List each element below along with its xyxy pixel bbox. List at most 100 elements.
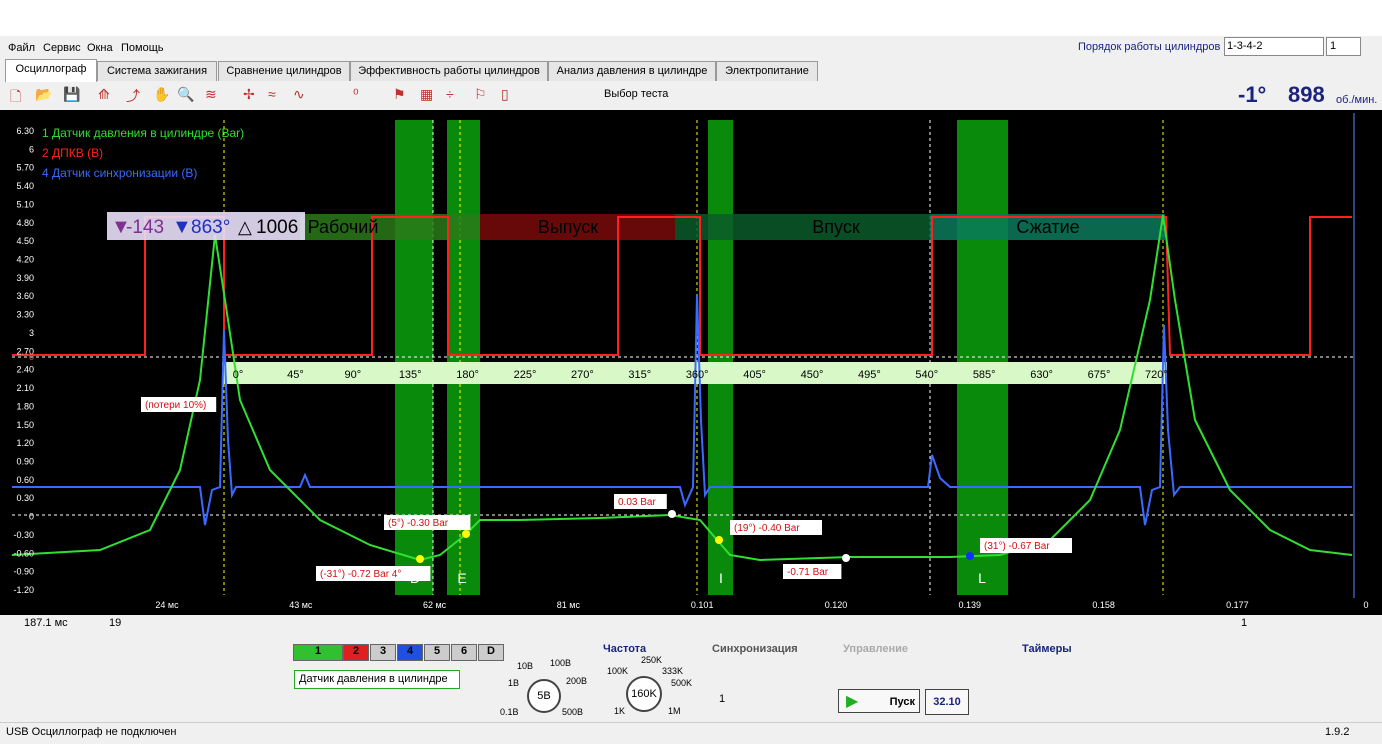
y-tick-label: 3.30 [16, 310, 34, 320]
annotation: (-31°) -0.72 Bar 4° [320, 569, 401, 580]
y-tick-label: 4.20 [16, 255, 34, 265]
toolbar-icon[interactable]: ▦ [420, 86, 434, 102]
point [668, 510, 676, 518]
x-tick-label: 0.158 [1092, 600, 1115, 610]
toolbar-icon[interactable]: ⤴ [126, 88, 140, 104]
annotation: -0.71 Bar [787, 567, 829, 578]
knob-label: 500В [562, 707, 584, 717]
toolbar-icon[interactable]: ⚑ [393, 86, 406, 102]
degree-label: 360° [686, 369, 709, 381]
toolbar-icon[interactable]: ∿ [293, 86, 305, 102]
annotation-box [384, 515, 471, 530]
phase-marker: E [457, 570, 466, 586]
tab[interactable]: Система зажигания [97, 61, 217, 81]
rpm-value: 898 [1288, 82, 1325, 107]
tab[interactable]: Эффективность работы цилиндров [350, 61, 548, 81]
toolbar-icon[interactable]: ÷ [446, 86, 454, 102]
y-tick-label: 5.70 [16, 163, 34, 173]
phase-marker: L [978, 570, 986, 586]
toolbar-icon[interactable]: ≈ [268, 86, 276, 102]
knob-label: 1В [508, 678, 520, 688]
menu-item[interactable]: Файл [8, 42, 36, 54]
cylinder-order-select[interactable]: 1-3-4-2 [1224, 37, 1324, 56]
y-tick-label: 3 [29, 328, 34, 338]
degree-label: 0° [233, 369, 244, 381]
annotation: (потери 10%) [145, 400, 206, 411]
y-tick-label: 0 [29, 512, 34, 522]
channel-button[interactable]: 2 [343, 644, 369, 661]
y-tick-label: 6.30 [16, 126, 34, 136]
phase-label: Сжатие [1016, 217, 1079, 237]
channel-button[interactable]: 5 [424, 644, 450, 661]
toolbar-icon[interactable]: ≋ [205, 86, 217, 102]
phase-label: Выпуск [538, 217, 598, 237]
channel-button[interactable]: D [478, 644, 504, 661]
x-tick-label: 0.139 [959, 600, 982, 610]
toolbar-icon[interactable]: ⚐ [474, 86, 487, 102]
page-number[interactable]: 1 [1241, 617, 1248, 629]
tab[interactable]: Анализ давления в цилиндре [548, 61, 716, 81]
toolbar-icon[interactable]: ▯ [501, 86, 509, 102]
toolbar-icon[interactable]: 🗋 [10, 88, 22, 104]
toolbar-icon[interactable]: 📂 [35, 86, 53, 102]
x-tick-label: 81 мс [557, 600, 581, 610]
sync-sensor-trace [12, 294, 1352, 526]
y-tick-label: -0.30 [13, 530, 34, 540]
toolbar-icon[interactable]: ✋ [153, 86, 171, 102]
start-button[interactable]: Пуск [838, 689, 920, 713]
y-tick-label: 0.30 [16, 493, 34, 503]
phase-band [957, 120, 1008, 595]
channel-button[interactable]: 6 [451, 644, 477, 661]
tab[interactable]: Осциллограф [5, 59, 97, 82]
cursor-icon: ▼ [172, 216, 192, 238]
knob-label: 200В [566, 676, 588, 686]
point [715, 536, 723, 544]
cylinder-spin[interactable]: 1 [1326, 37, 1361, 56]
control-value[interactable]: 32.10 [925, 689, 969, 715]
annotation-box [614, 494, 667, 509]
phase-label: Рабочий [308, 217, 379, 237]
channel-name[interactable]: Датчик давления в цилиндре [294, 670, 460, 689]
knob-label: 333K [662, 666, 684, 676]
y-tick-label: 4.80 [16, 218, 34, 228]
degree-label: 45° [287, 369, 304, 381]
point [416, 555, 424, 563]
toolbar-icon[interactable]: ⟰ [98, 86, 110, 102]
channel-button[interactable]: 1 [293, 644, 343, 661]
knob-label: 250K [641, 655, 663, 665]
degree-label: 585° [973, 369, 996, 381]
status-message: USB Осциллограф не подключен [6, 726, 177, 738]
sync-value: 1 [719, 693, 726, 705]
point [966, 552, 974, 560]
legend-entry: 1 Датчик давления в цилиндре (Bar) [42, 126, 244, 140]
channel-button[interactable]: 3 [370, 644, 396, 661]
y-tick-label: 5.40 [16, 181, 34, 191]
knob-value[interactable]: 160K [626, 676, 662, 712]
tab[interactable]: Сравнение цилиндров [218, 61, 350, 81]
degree-label: 270° [571, 369, 594, 381]
x-tick-label: 24 мс [155, 600, 179, 610]
timebase[interactable]: 187.1 мс [24, 617, 68, 629]
toolbar-icon[interactable]: 💾 [63, 86, 81, 102]
y-tick-label: -1.20 [13, 585, 34, 595]
frames[interactable]: 19 [109, 617, 122, 629]
tab[interactable]: Электропитание [716, 61, 818, 81]
cursor-icon: ▼ [111, 216, 131, 238]
knob-label: 100В [550, 658, 572, 668]
delta-icon: △ [238, 217, 252, 237]
knob-label: 10В [517, 661, 534, 671]
phase-bar [300, 214, 1165, 240]
test-select[interactable]: Выбор теста [604, 88, 669, 100]
toolbar-icon[interactable]: 🔍 [177, 86, 195, 102]
point [462, 530, 470, 538]
toolbar-icon[interactable]: ✢ [243, 86, 255, 102]
y-tick-label: 1.50 [16, 420, 34, 430]
knob-value[interactable]: 5В [527, 679, 561, 713]
degree-label: 450° [801, 369, 824, 381]
menu-item[interactable]: Окна [87, 42, 113, 54]
toolbar-icon[interactable]: ⁰ [353, 86, 359, 102]
menu-item[interactable]: Сервис [43, 42, 81, 54]
menu-item[interactable]: Помощь [121, 42, 164, 54]
x-tick-label: 62 мс [423, 600, 447, 610]
channel-button[interactable]: 4 [397, 644, 423, 661]
